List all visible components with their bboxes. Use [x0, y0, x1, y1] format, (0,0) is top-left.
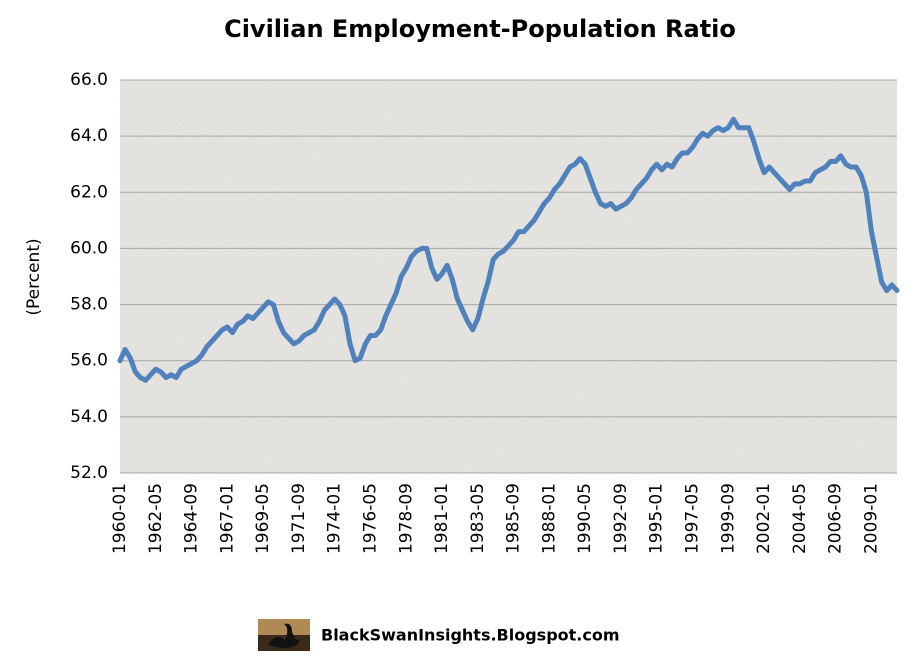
x-tick-label: 1992-09: [611, 483, 631, 554]
footer-text: BlackSwanInsights.Blogspot.com: [321, 626, 620, 645]
x-tick-label: 1985-09: [504, 483, 524, 554]
plot-texture: [120, 80, 897, 473]
x-tick-label: 1969-05: [253, 483, 273, 554]
y-tick-label: 62.0: [70, 182, 108, 202]
y-axis-label: (Percent): [24, 238, 44, 315]
y-tick-label: 66.0: [70, 70, 108, 90]
x-tick-label: 1988-01: [539, 483, 559, 554]
x-tick-label: 1967-01: [217, 483, 237, 554]
x-tick-label: 1960-01: [110, 483, 130, 554]
x-tick-label: 1978-09: [396, 483, 416, 554]
x-tick-label: 2009-01: [861, 483, 881, 554]
footer-icon: [258, 619, 310, 651]
x-tick-label: 1962-05: [146, 483, 166, 554]
y-tick-label: 54.0: [70, 407, 108, 427]
y-tick-label: 56.0: [70, 351, 108, 371]
data-line: [117, 116, 900, 383]
chart-title: Civilian Employment-Population Ratio: [224, 15, 736, 43]
x-tick-label: 2006-09: [826, 483, 846, 554]
x-tick-label: 1997-05: [683, 483, 703, 554]
y-tick-label: 52.0: [70, 463, 108, 483]
y-tick-label: 60.0: [70, 238, 108, 258]
x-tick-label: 2002-01: [754, 483, 774, 554]
x-tick-label: 1971-09: [289, 483, 309, 554]
x-tick-label: 1981-01: [432, 483, 452, 554]
x-tick-label: 2004-05: [790, 483, 810, 554]
x-tick-label: 1976-05: [360, 483, 380, 554]
x-tick-label: 1974-01: [325, 483, 345, 554]
y-tick-label: 58.0: [70, 295, 108, 315]
x-tick-label: 1990-05: [575, 483, 595, 554]
x-tick-label: 1964-09: [182, 483, 202, 554]
y-tick-label: 64.0: [70, 126, 108, 146]
x-tick-label: 1983-05: [468, 483, 488, 554]
x-tick-label: 1995-01: [647, 483, 667, 554]
x-tick-label: 1999-09: [718, 483, 738, 554]
